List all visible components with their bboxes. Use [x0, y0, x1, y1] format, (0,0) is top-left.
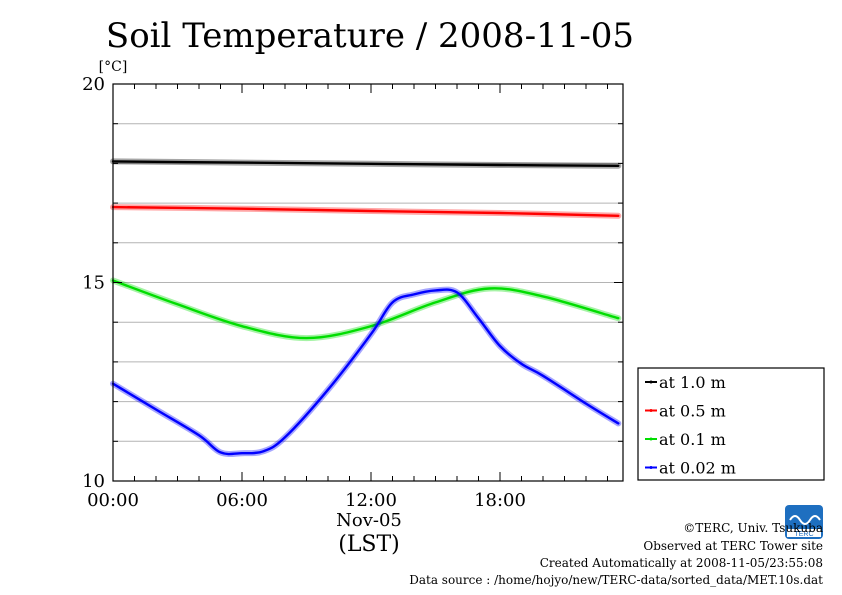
series-point [155, 408, 157, 411]
y-tick-label: 10 [82, 471, 105, 492]
series-point [617, 165, 620, 167]
series-point [241, 452, 243, 455]
series-point [617, 317, 620, 320]
legend-label: at 0.1 m [659, 430, 726, 449]
series-point [520, 363, 523, 365]
x-axis-date-label: Nov-05 [336, 510, 402, 531]
x-tick-label: 00:00 [87, 490, 139, 511]
series-point [499, 345, 501, 347]
series-point [617, 422, 620, 425]
series-point [456, 291, 458, 294]
series-point [477, 317, 480, 320]
y-tick-label: 15 [82, 273, 105, 294]
series-lines [110, 158, 622, 458]
legend-label: at 1.0 m [659, 373, 726, 392]
series-line-at-0-02-m [111, 288, 620, 456]
credit-observed: Observed at TERC Tower site [643, 539, 823, 553]
series-point [370, 210, 372, 212]
wave-icon [789, 515, 821, 525]
x-tick-label: 18:00 [474, 490, 526, 511]
series-point [241, 325, 243, 328]
series-point [219, 451, 222, 454]
logo-label-bg [787, 529, 821, 537]
y-tick-labels: 20 15 10 [82, 74, 105, 492]
credit-created: Created Automatically at 2008-11-05/23:5… [540, 556, 823, 570]
x-tick-label: 06:00 [216, 490, 268, 511]
series-point [499, 212, 501, 214]
x-tick-labels: 00:00 06:00 12:00 18:00 [87, 490, 526, 511]
chart-title: Soil Temperature / 2008-11-05 [106, 16, 634, 56]
terc-logo: TERC [785, 505, 823, 539]
grid-lines [113, 123, 623, 442]
series-point [327, 388, 329, 391]
legend-marker [649, 466, 653, 469]
series-point [413, 293, 415, 296]
axis-ticks [112, 83, 623, 482]
credit-source: Data source : /home/hojyo/new/TERC-data/… [409, 573, 823, 587]
legend-label: at 0.02 m [659, 459, 736, 478]
series-point [542, 375, 544, 377]
legend-marker [649, 437, 653, 441]
series-point [198, 434, 200, 437]
series-point [585, 402, 587, 405]
series-point [241, 161, 243, 164]
series-point [284, 436, 286, 439]
legend: at 1.0 m at 0.5 m at 0.1 m at 0.02 m [637, 367, 825, 481]
series-point [499, 164, 501, 166]
credit-copyright: ©TERC, Univ. Tsukuba [683, 521, 823, 535]
series-point [370, 325, 372, 328]
series-point [370, 333, 372, 335]
legend-marker [649, 409, 653, 412]
y-tick-label: 20 [82, 74, 105, 95]
series-point [617, 215, 620, 217]
legend-marker [649, 380, 653, 384]
logo-label: TERC [794, 531, 813, 538]
legend-label: at 0.5 m [659, 402, 726, 421]
series-point [241, 207, 243, 210]
series-point [434, 301, 437, 304]
series-point [176, 303, 179, 306]
y-axis-unit: [°C] [99, 59, 128, 75]
series-point [542, 295, 544, 298]
x-axis-label: (LST) [338, 532, 400, 557]
series-point [488, 287, 491, 290]
series-point [305, 337, 308, 339]
series-point [262, 450, 265, 453]
series-point [391, 301, 394, 304]
legend-box [637, 367, 825, 481]
x-tick-label: 12:00 [345, 490, 397, 511]
series-point [370, 163, 372, 165]
series-point [434, 289, 437, 292]
